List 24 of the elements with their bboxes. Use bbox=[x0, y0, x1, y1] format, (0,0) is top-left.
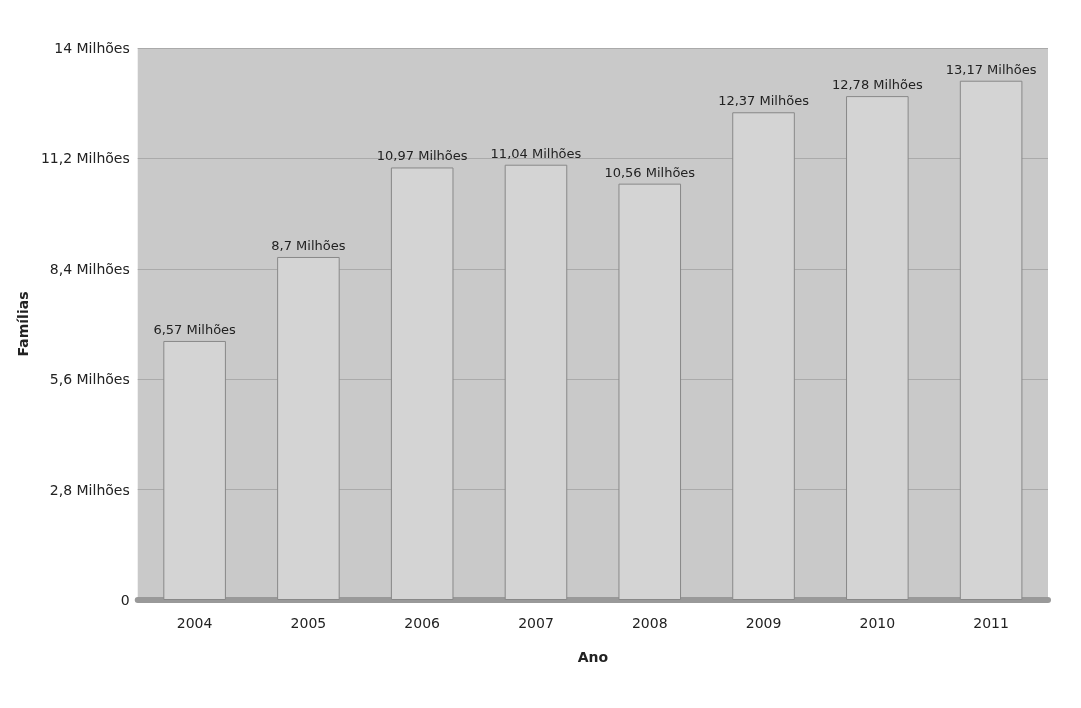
x-tick-label: 2004 bbox=[176, 615, 213, 631]
x-tick-label: 2011 bbox=[973, 615, 1009, 631]
y-tick-label: 8,4 Milhões bbox=[49, 260, 130, 277]
y-tick-label: 14 Milhões bbox=[54, 40, 130, 56]
x-tick-label: 2006 bbox=[404, 615, 441, 631]
x-tick-label: 2007 bbox=[518, 615, 554, 631]
data-label: 12,78 Milhões bbox=[831, 77, 923, 93]
x-tick-label: 2009 bbox=[745, 615, 782, 631]
x-tick-label: 2010 bbox=[859, 615, 896, 631]
data-label: 13,17 Milhões bbox=[945, 61, 1037, 77]
x-tick-label: 2005 bbox=[290, 615, 327, 631]
y-tick-label: 2,8 Milhões bbox=[49, 481, 130, 498]
data-label: 10,56 Milhões bbox=[604, 164, 696, 180]
x-tick-label: 2008 bbox=[631, 615, 668, 631]
y-tick-label: 0 bbox=[120, 592, 130, 608]
data-label: 6,57 Milhões bbox=[153, 321, 237, 337]
y-tick-label: 11,2 Milhões bbox=[40, 150, 130, 167]
data-label: 11,04 Milhões bbox=[490, 145, 582, 161]
y-axis-title: Famílias bbox=[15, 291, 31, 357]
data-label: 12,37 Milhões bbox=[718, 93, 810, 109]
x-axis-title: Ano bbox=[577, 649, 609, 665]
data-label: 10,97 Milhões bbox=[376, 148, 468, 164]
y-tick-label: 5,6 Milhões bbox=[49, 371, 130, 388]
data-label: 8,7 Milhões bbox=[271, 237, 346, 253]
